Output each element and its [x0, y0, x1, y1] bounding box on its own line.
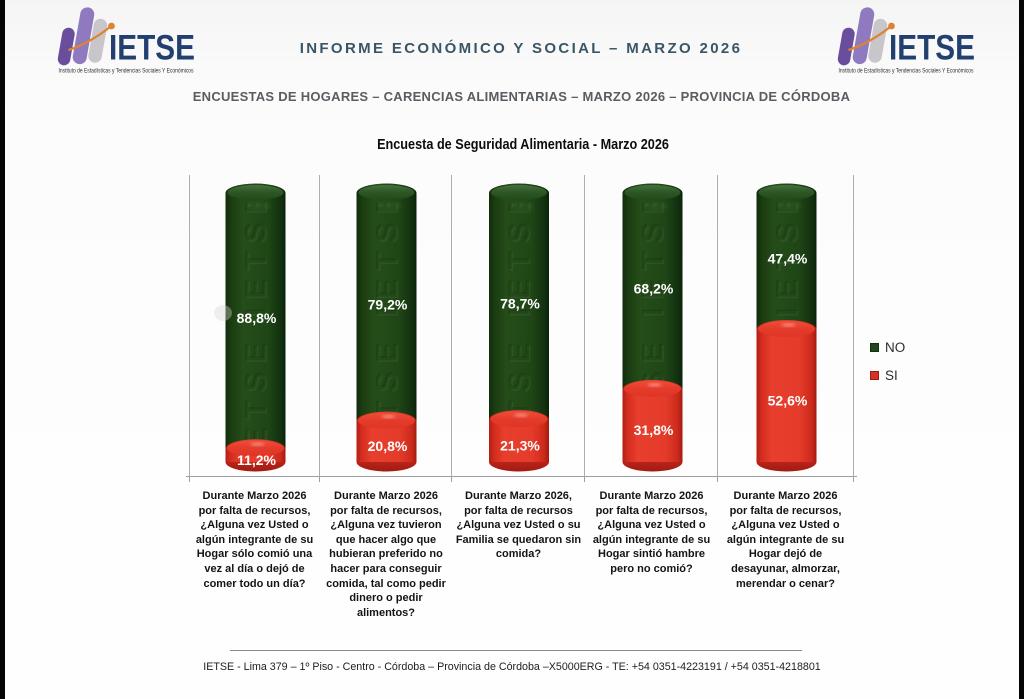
- svg-text:31,8%: 31,8%: [634, 422, 674, 438]
- svg-text:52,6%: 52,6%: [768, 392, 808, 408]
- svg-text:79,2%: 79,2%: [368, 296, 408, 312]
- svg-text:IETSE IETSE: IETSE IETSE: [638, 186, 671, 467]
- svg-text:IETSE IETSE: IETSE IETSE: [505, 186, 538, 467]
- svg-text:IETSE IETSE: IETSE IETSE: [637, 184, 670, 465]
- svg-text:68,2%: 68,2%: [634, 280, 674, 296]
- svg-text:IETSE IETSE: IETSE IETSE: [241, 186, 274, 467]
- svg-text:47,4%: 47,4%: [768, 251, 808, 267]
- svg-text:IETSE IETSE: IETSE IETSE: [372, 186, 405, 467]
- svg-text:Instituto de Estadísticas y Te: Instituto de Estadísticas y Tendencias S…: [59, 69, 194, 75]
- svg-text:IETSE IETSE: IETSE IETSE: [772, 186, 805, 467]
- svg-text:IETSE IETSE: IETSE IETSE: [503, 184, 536, 465]
- svg-text:IETSE: IETSE: [109, 28, 195, 67]
- svg-text:88,8%: 88,8%: [237, 310, 277, 326]
- svg-text:IETSE IETSE: IETSE IETSE: [371, 184, 404, 465]
- svg-text:20,8%: 20,8%: [368, 438, 408, 454]
- svg-text:11,2%: 11,2%: [237, 452, 276, 468]
- svg-text:IETSE IETSE: IETSE IETSE: [771, 184, 804, 465]
- svg-text:21,3%: 21,3%: [500, 437, 540, 453]
- svg-text:78,7%: 78,7%: [500, 296, 540, 312]
- svg-text:IETSE IETSE: IETSE IETSE: [240, 184, 273, 465]
